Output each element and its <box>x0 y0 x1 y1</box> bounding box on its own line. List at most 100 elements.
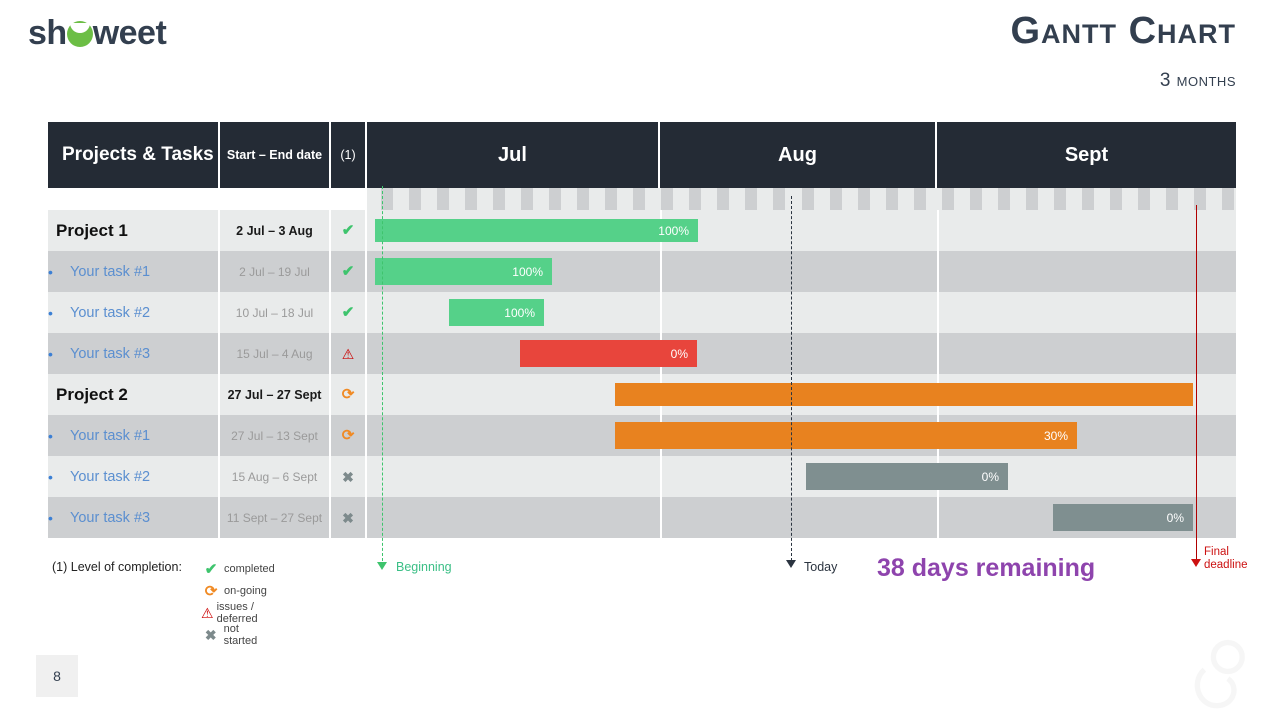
check-icon: ✔ <box>341 304 355 321</box>
bullet-icon: • <box>48 345 53 362</box>
warning-icon: ⚠ <box>201 605 214 621</box>
table-row[interactable]: • Your task #1 27 Jul – 13 Sept ⟳ 30% <box>48 415 1236 456</box>
row-date: 10 Jul – 18 Jul <box>235 305 314 320</box>
day-tick <box>801 188 814 210</box>
column-header-month-aug: Aug <box>660 122 937 188</box>
cross-icon: ✖ <box>342 468 354 485</box>
page-title: Gantt Chart <box>1010 10 1236 52</box>
legend-item: ✔ completed <box>198 558 275 580</box>
showeet-logo: sh weet <box>28 14 167 53</box>
task-name: Your task #2 <box>70 304 151 321</box>
bullet-icon: • <box>48 427 53 444</box>
bullet-icon: • <box>48 468 53 485</box>
row-name-cell: • Your task #1 <box>48 251 220 292</box>
logo-text-after: weet <box>92 14 167 52</box>
row-date: 27 Jul – 13 Sept <box>231 428 318 443</box>
day-tick <box>661 188 674 210</box>
month-separator <box>937 292 939 333</box>
column-header-month-jul: Jul <box>367 122 660 188</box>
page-subtitle: 3 months <box>1159 70 1236 91</box>
day-tick <box>1081 188 1094 210</box>
project-name: Project 1 <box>56 220 128 240</box>
table-row[interactable]: • Your task #3 11 Sept – 27 Sept ✖ 0% <box>48 497 1236 538</box>
deadline-line <box>1196 205 1197 560</box>
row-status-cell: ✖ <box>331 456 367 497</box>
table-row[interactable]: • Your task #3 15 Jul – 4 Aug ⚠ 0% <box>48 333 1236 374</box>
row-name-cell: Project 1 <box>48 210 220 251</box>
logo-leaf-icon <box>66 21 93 47</box>
row-date-cell: 27 Jul – 27 Sept <box>220 374 331 415</box>
table-row[interactable]: Project 1 2 Jul – 3 Aug ✔ 100% <box>48 210 1236 251</box>
row-date-cell: 2 Jul – 3 Aug <box>220 210 331 251</box>
column-header-level: (1) <box>331 122 367 188</box>
legend-item: ⟳ on-going <box>198 580 275 602</box>
row-timeline-track: 0% <box>367 497 1236 538</box>
table-row[interactable]: • Your task #1 2 Jul – 19 Jul ✔ 100% <box>48 251 1236 292</box>
refresh-icon: ⟳ <box>341 386 355 403</box>
table-body: Project 1 2 Jul – 3 Aug ✔ 100% • Your task #1… <box>48 210 1236 538</box>
gantt-chart: Projects & Tasks Start – End date (1) Ju… <box>48 122 1236 538</box>
month-separator <box>660 292 662 333</box>
gantt-bar[interactable]: 0% <box>1053 504 1193 531</box>
task-name: Your task #3 <box>70 509 151 526</box>
day-tick <box>745 188 758 210</box>
day-tick <box>1053 188 1066 210</box>
day-tick <box>969 188 982 210</box>
legend-title: (1) Level of completion: <box>52 560 182 574</box>
gantt-bar[interactable]: 0% <box>520 340 697 367</box>
month-separator <box>937 210 939 251</box>
row-status-cell: ✔ <box>331 292 367 333</box>
row-date: 2 Jul – 3 Aug <box>236 223 313 238</box>
project-name: Project 2 <box>56 384 128 404</box>
row-timeline-track: 0% <box>367 456 1236 497</box>
day-tick <box>941 188 954 210</box>
logo-text-before: sh <box>28 14 67 52</box>
month-separator <box>660 456 662 497</box>
gantt-bar[interactable]: 100% <box>449 299 544 326</box>
gantt-bar[interactable] <box>615 383 1193 406</box>
legend-item: ✖ not started <box>198 623 275 647</box>
gantt-bar[interactable]: 0% <box>806 463 1008 490</box>
day-tick <box>493 188 506 210</box>
day-tick <box>1165 188 1178 210</box>
day-tick-strip <box>367 188 1236 210</box>
row-date-cell: 11 Sept – 27 Sept <box>220 497 331 538</box>
day-tick <box>605 188 618 210</box>
beginning-arrow-icon <box>377 562 387 570</box>
row-status-cell: ✖ <box>331 497 367 538</box>
deadline-arrow-icon <box>1191 559 1201 567</box>
legend-item-label: on-going <box>224 585 267 597</box>
row-status-cell: ✔ <box>331 251 367 292</box>
row-timeline-track: 100% <box>367 210 1236 251</box>
row-status-cell: ⟳ <box>331 374 367 415</box>
table-row[interactable]: • Your task #2 15 Aug – 6 Sept ✖ 0% <box>48 456 1236 497</box>
today-label: Today <box>804 560 838 574</box>
day-tick <box>381 188 394 210</box>
month-separator <box>660 497 662 538</box>
row-timeline-track: 100% <box>367 292 1236 333</box>
day-tick <box>1109 188 1122 210</box>
check-icon: ✔ <box>341 263 355 280</box>
gantt-bar[interactable]: 100% <box>375 219 698 242</box>
row-date: 15 Aug – 6 Sept <box>231 469 318 484</box>
day-tick <box>913 188 926 210</box>
days-remaining-label: 38 days remaining <box>877 554 1096 582</box>
gantt-bar[interactable]: 100% <box>375 258 552 285</box>
bullet-icon: • <box>48 263 53 280</box>
row-date-cell: 10 Jul – 18 Jul <box>220 292 331 333</box>
refresh-icon: ⟳ <box>341 427 355 444</box>
check-icon: ✔ <box>341 222 355 239</box>
row-name-cell: Project 2 <box>48 374 220 415</box>
gantt-bar[interactable]: 30% <box>615 422 1077 449</box>
row-date-cell: 15 Aug – 6 Sept <box>220 456 331 497</box>
row-date: 2 Jul – 19 Jul <box>239 264 310 279</box>
deadline-label: Final deadline <box>1204 546 1247 572</box>
month-separator <box>937 333 939 374</box>
day-tick <box>633 188 646 210</box>
bullet-icon: • <box>48 304 53 321</box>
row-date: 15 Jul – 4 Aug <box>236 346 313 361</box>
day-tick <box>857 188 870 210</box>
table-row[interactable]: • Your task #2 10 Jul – 18 Jul ✔ 100% <box>48 292 1236 333</box>
table-row[interactable]: Project 2 27 Jul – 27 Sept ⟳ <box>48 374 1236 415</box>
